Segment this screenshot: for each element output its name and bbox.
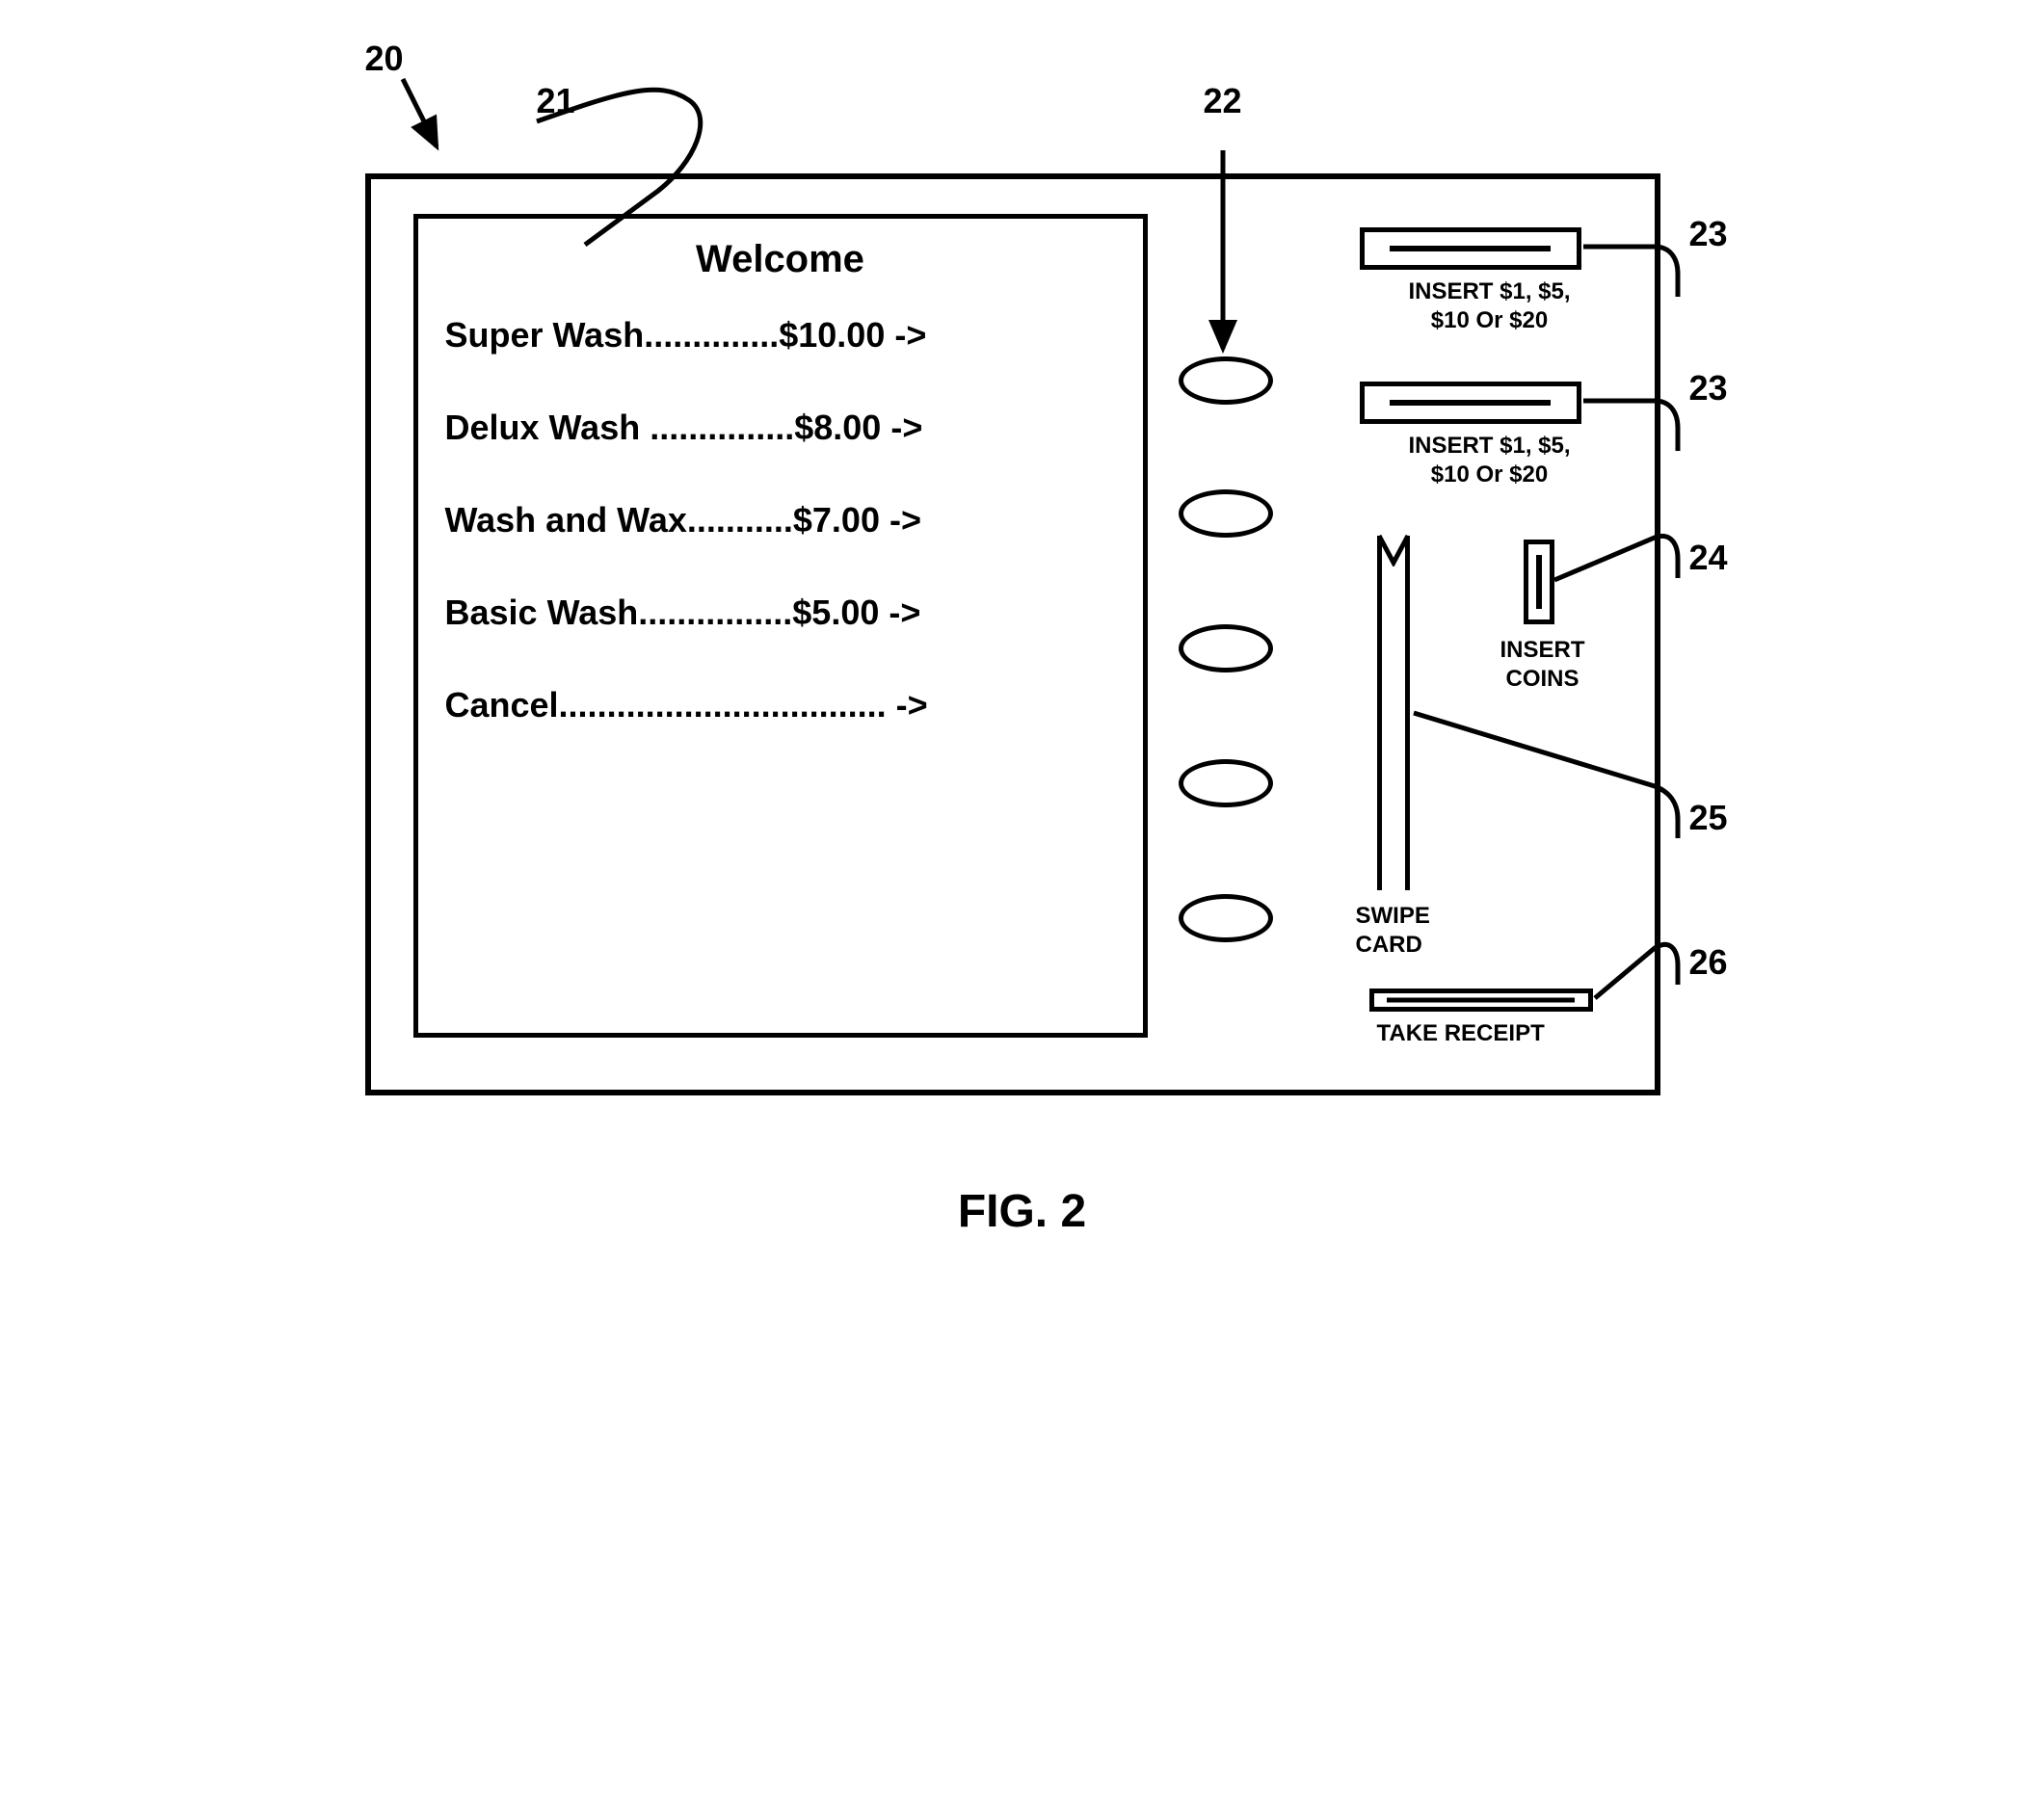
figure-caption: FIG. 2 xyxy=(309,1185,1736,1238)
ref-r22: 22 xyxy=(1204,81,1242,121)
screen-title: Welcome xyxy=(445,238,1116,281)
receipt-slot[interactable] xyxy=(1369,989,1593,1012)
coin-slot-label: INSERTCOINS xyxy=(1500,636,1585,694)
selection-button-2[interactable] xyxy=(1179,489,1273,538)
selection-button-1[interactable] xyxy=(1179,356,1273,405)
selection-button-3[interactable] xyxy=(1179,624,1273,672)
coin-slot[interactable] xyxy=(1524,540,1554,624)
ref-r20: 20 xyxy=(365,39,404,79)
card-swipe-label: SWIPECARD xyxy=(1356,902,1430,960)
ref-r23b: 23 xyxy=(1689,368,1728,409)
ref-r26: 26 xyxy=(1689,942,1728,983)
card-swipe[interactable] xyxy=(1377,536,1410,890)
ref-r25: 25 xyxy=(1689,798,1728,838)
bill-acceptor-2[interactable] xyxy=(1360,382,1581,424)
selection-button-5[interactable] xyxy=(1179,894,1273,942)
ref-r23a: 23 xyxy=(1689,214,1728,254)
menu-row: Super Wash..............$10.00 -> xyxy=(445,318,1116,353)
bill-acceptor-1[interactable] xyxy=(1360,227,1581,270)
bill-acceptor-label-1: INSERT $1, $5,$10 Or $20 xyxy=(1369,277,1610,335)
ref-r21: 21 xyxy=(537,81,575,121)
menu-row: Basic Wash................$5.00 -> xyxy=(445,595,1116,630)
menu-row: Cancel..................................… xyxy=(445,688,1116,723)
selection-button-4[interactable] xyxy=(1179,759,1273,807)
ref-r24: 24 xyxy=(1689,538,1728,578)
bill-acceptor-label-2: INSERT $1, $5,$10 Or $20 xyxy=(1369,432,1610,489)
display-screen: Welcome Super Wash..............$10.00 ->… xyxy=(413,214,1148,1038)
menu-row: Wash and Wax...........$7.00 -> xyxy=(445,503,1116,538)
receipt-slot-label: TAKE RECEIPT xyxy=(1377,1019,1545,1048)
menu-row: Delux Wash ...............$8.00 -> xyxy=(445,410,1116,445)
